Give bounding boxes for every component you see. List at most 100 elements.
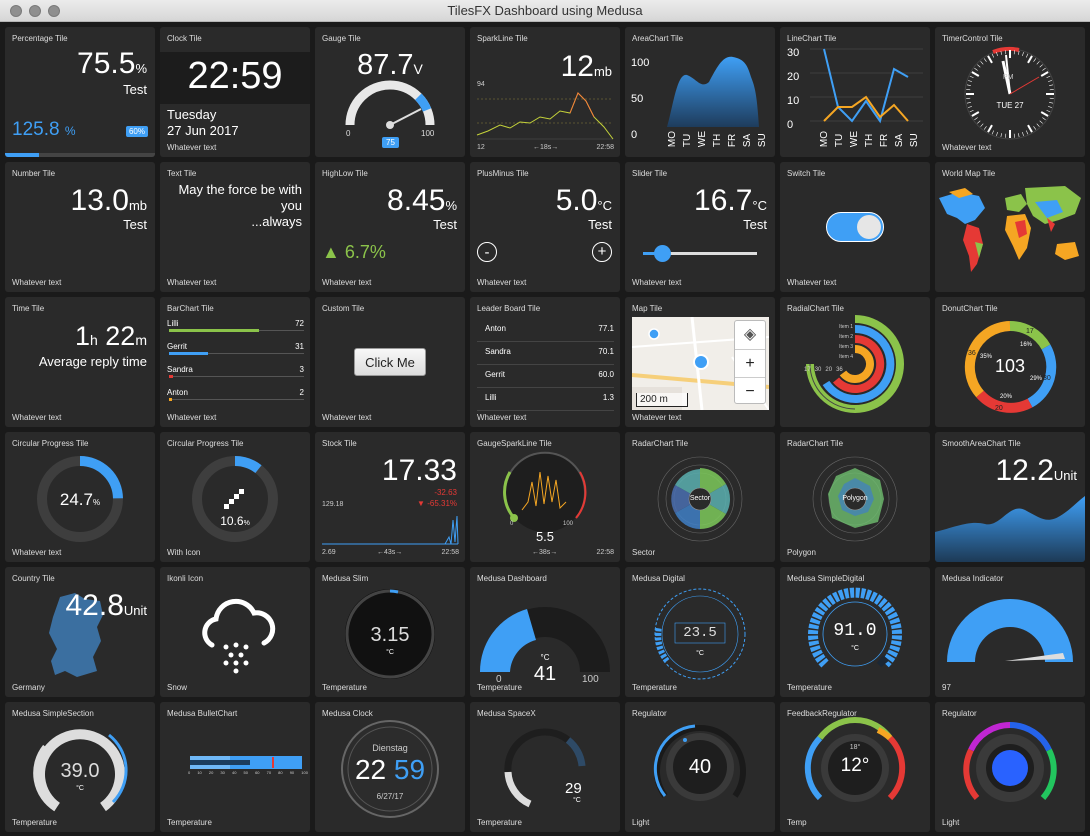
- spacex-unit: °C: [573, 797, 581, 804]
- plus-button[interactable]: +: [592, 242, 612, 262]
- tile-title: BarChart Tile: [167, 304, 214, 313]
- tile-footer: Whatever text: [322, 278, 372, 287]
- feedback-regulator-knob[interactable]: [780, 702, 930, 832]
- tile-title: Medusa Indicator: [942, 574, 1004, 583]
- timer-date: TUE 27: [996, 101, 1024, 110]
- tile-title: Medusa Dashboard: [477, 574, 547, 583]
- map-view[interactable]: ◈ + − 200 m: [632, 317, 769, 410]
- percentage-badge: 60%: [125, 126, 148, 137]
- slider-thumb[interactable]: [654, 245, 671, 262]
- x-tick: TU: [834, 133, 845, 148]
- leaderboard-value: 77.1: [598, 324, 614, 333]
- timer-clock-face[interactable]: [935, 27, 1085, 157]
- leaderboard-item[interactable]: Sandra 70.1: [477, 342, 614, 365]
- clock-date: 27 Jun 2017: [167, 123, 239, 138]
- tile-footer: Temperature: [167, 818, 212, 827]
- toggle-switch[interactable]: [826, 212, 884, 242]
- percentage-tile: Percentage Tile 75.5% Test 125.8 % 60%: [5, 27, 155, 157]
- text-tile: Text Tile May the force be with you ...a…: [160, 162, 310, 292]
- layers-icon[interactable]: ◈: [735, 321, 765, 350]
- linechart-tile: LineChart Tile 30 20 10 0 MO TU WE TH F: [780, 27, 930, 157]
- simplesection-unit: °C: [76, 785, 84, 792]
- tile-footer: Whatever text: [12, 413, 62, 422]
- tile-title: Slider Tile: [632, 169, 668, 178]
- tile-title: SmoothAreaChart Tile: [942, 439, 1021, 448]
- y-tick: 30: [787, 47, 800, 59]
- x-tick: MO: [667, 131, 678, 148]
- leaderboard-name: Gerrit: [485, 370, 505, 379]
- leaderboard-value: 70.1: [598, 347, 614, 356]
- tile-title: Medusa Slim: [322, 574, 369, 583]
- sparkline-span: ←18s→: [533, 144, 559, 151]
- minus-button[interactable]: -: [477, 242, 497, 262]
- slim-gauge: [345, 589, 435, 679]
- medusa-spacex-tile: Medusa SpaceX 29 °C Temperature: [470, 702, 620, 832]
- bullet-tick: 40: [231, 770, 237, 775]
- slider-fill: [643, 252, 662, 255]
- sparkline-tile: SparkLine Tile 12mb 94 12 ←18s→ 22:58: [470, 27, 620, 157]
- zoom-window-button[interactable]: [48, 5, 60, 17]
- gauge-span: ←38s→: [532, 549, 558, 556]
- tile-footer: Temperature: [632, 683, 677, 692]
- line-y-axis: 30 20 10 0: [787, 41, 799, 137]
- tile-footer: Temperature: [787, 683, 832, 692]
- medusa-digital-tile: Medusa Digital 23.5 °C Temperature: [625, 567, 775, 697]
- bar-item-value: 3: [299, 365, 304, 374]
- clock-date: 6/27/17: [376, 792, 404, 801]
- regulator-knob[interactable]: [625, 702, 775, 832]
- tile-title: GaugeSparkLine Tile: [477, 439, 552, 448]
- tile-title: Circular Progress Tile: [167, 439, 244, 448]
- radial-items: Item 1 Item 2 Item 3 Item 4: [837, 322, 853, 362]
- bullet-target: [272, 757, 274, 768]
- slider-track[interactable]: [643, 245, 757, 262]
- medusa-bulletchart-tile: Medusa BulletChart 0 10 20 30 40 50 60 7…: [160, 702, 310, 832]
- close-window-button[interactable]: [10, 5, 22, 17]
- tile-footer: Whatever text: [787, 278, 837, 287]
- color-regulator-knob[interactable]: [935, 702, 1085, 832]
- area-y-axis: 100 50 0: [631, 45, 649, 153]
- leaderboard-item[interactable]: Gerrit 60.0: [477, 365, 614, 388]
- bar-track: [169, 398, 304, 401]
- ikonli-tile: Ikonli Icon Snow: [160, 567, 310, 697]
- x-tick: SA: [894, 133, 905, 148]
- tile-title: Medusa SimpleDigital: [787, 574, 865, 583]
- tile-title: Stock Tile: [322, 439, 357, 448]
- tile-title: Medusa Digital: [632, 574, 685, 583]
- worldmap-tile: World Map Tile: [935, 162, 1085, 292]
- bullet-tick: 20: [208, 770, 214, 775]
- dashboard-grid: Percentage Tile 75.5% Test 125.8 % 60% C…: [0, 22, 1090, 836]
- leaderboard-item[interactable]: Anton 77.1: [477, 319, 614, 342]
- leaderboard-item[interactable]: Lilli 1.3: [477, 388, 614, 411]
- zoom-out-button[interactable]: −: [745, 383, 755, 400]
- plusminus-tile: PlusMinus Tile 5.0°C Test - + Whatever t…: [470, 162, 620, 292]
- clock-day: Dienstag: [372, 743, 408, 753]
- clock-time: 22:59: [187, 55, 283, 97]
- tile-title: Custom Tile: [322, 304, 365, 313]
- tile-title: Medusa Clock: [322, 709, 373, 718]
- tile-footer: Whatever text: [322, 413, 372, 422]
- text-content: May the force be with you ...always: [178, 182, 302, 230]
- highlow-tile: HighLow Tile 8.45% Test ▲ 6.7% Whatever …: [315, 162, 465, 292]
- medusa-simpledigital-tile: Medusa SimpleDigital 91.0 °C Temperature: [780, 567, 930, 697]
- tile-value: 12.2Unit: [995, 454, 1077, 487]
- bar-item-name: Sandra: [167, 365, 193, 374]
- tile-title: RadarChart Tile: [632, 439, 689, 448]
- donut-pct: 20%: [1000, 394, 1013, 400]
- dashboard-min: 0: [496, 674, 502, 685]
- world-map[interactable]: [935, 162, 1085, 292]
- tile-title: Circular Progress Tile: [12, 439, 89, 448]
- tile-title: FeedbackRegulator: [787, 709, 857, 718]
- zoom-in-button[interactable]: +: [735, 350, 765, 378]
- tile-footer: Light: [632, 818, 650, 827]
- gauge-threshold-badge: 75: [382, 137, 399, 148]
- click-me-button[interactable]: Click Me: [354, 348, 426, 376]
- tile-footer: Temperature: [12, 818, 57, 827]
- tile-title: HighLow Tile: [322, 169, 368, 178]
- bar-fill: [169, 398, 172, 401]
- radarchart-polygon-tile: RadarChart Tile Polygon Polygon: [780, 432, 930, 562]
- dashboard-max: 100: [582, 674, 599, 685]
- digital-gauge: [654, 588, 746, 680]
- toggle-knob: [857, 215, 881, 239]
- minimize-window-button[interactable]: [29, 5, 41, 17]
- tile-footer: Sector: [632, 548, 656, 557]
